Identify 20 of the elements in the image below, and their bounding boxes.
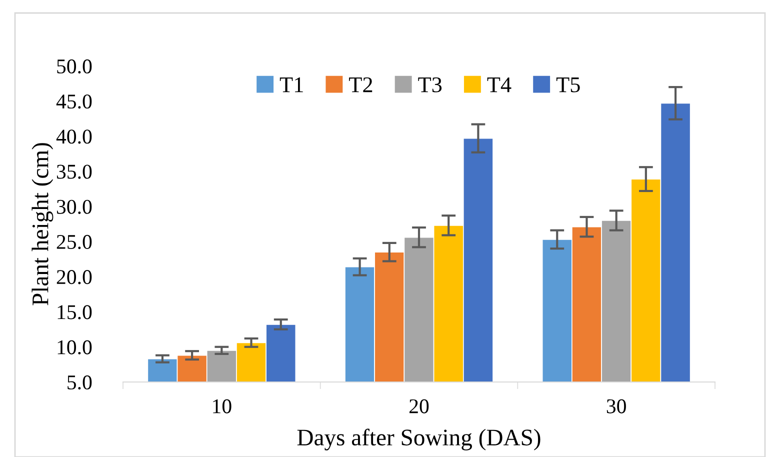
- y-tick-label: 45.0: [56, 94, 92, 109]
- legend-label: T2: [349, 77, 372, 92]
- legend-label: T5: [556, 78, 580, 92]
- y-tick-label: 5.0: [68, 375, 92, 390]
- x-tick-label: 20: [410, 399, 429, 414]
- x-axis-title: Days after Sowing (DAS): [297, 428, 540, 450]
- y-tick-label: 50.0: [57, 59, 92, 74]
- y-tick-label: 10.0: [58, 340, 92, 354]
- y-tick-label: 20.0: [56, 270, 92, 284]
- legend-label: T3: [418, 77, 442, 92]
- y-tick-label: 30.0: [56, 200, 92, 214]
- y-tick-label: 35.0: [56, 164, 92, 179]
- legend-label: T1: [280, 77, 303, 92]
- y-tick-label: 15.0: [58, 305, 92, 320]
- y-tick-label: 25.0: [56, 234, 92, 250]
- y-tick-label: 40.0: [56, 130, 92, 144]
- x-tick-label: 10: [213, 399, 232, 414]
- x-tick-label: 30: [606, 399, 626, 414]
- y-axis-title: Plant height (cm): [32, 143, 54, 306]
- legend-label: T4: [487, 77, 512, 92]
